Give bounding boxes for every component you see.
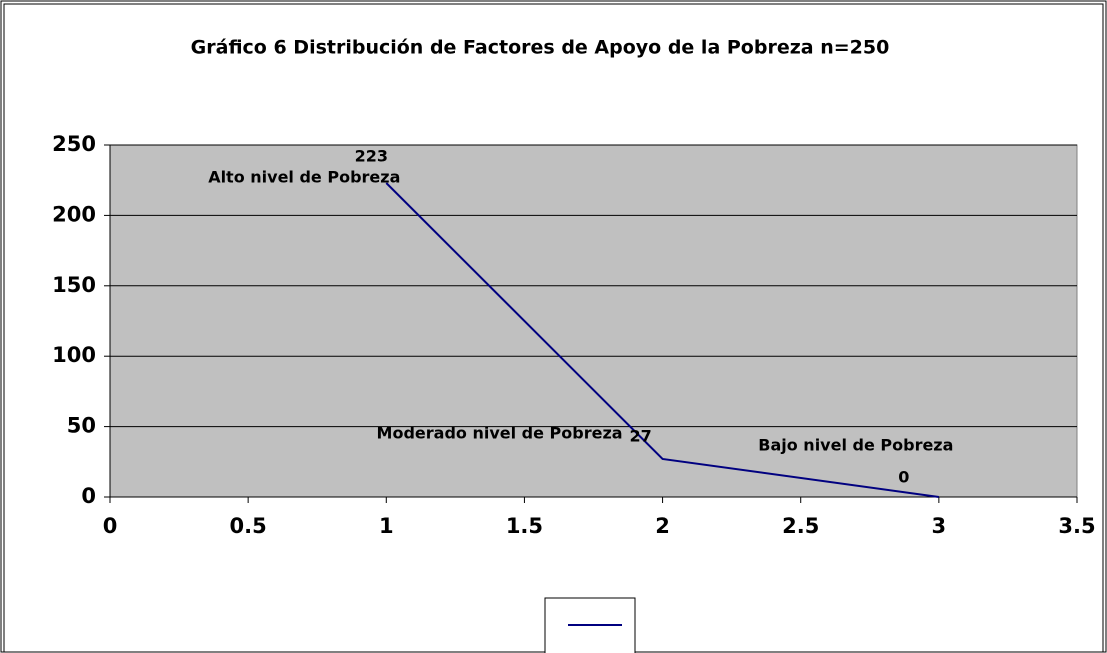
value-label: 223	[355, 147, 388, 166]
x-tick-label: 3	[932, 514, 947, 538]
point-label: Alto nivel de Pobreza	[208, 168, 400, 187]
y-tick-label: 0	[81, 484, 96, 508]
x-tick-label: 2	[655, 514, 670, 538]
x-tick-label: 1.5	[506, 514, 543, 538]
y-tick-label: 100	[52, 343, 96, 367]
y-tick-label: 200	[52, 202, 96, 226]
x-tick-label: 0	[103, 514, 118, 538]
point-label: Moderado nivel de Pobreza	[377, 423, 623, 442]
value-label: 0	[898, 468, 909, 487]
chart-title: Gráfico 6 Distribución de Factores de Ap…	[191, 37, 890, 59]
x-tick-label: 2.5	[782, 514, 819, 538]
y-tick-label: 50	[67, 414, 96, 438]
value-label: 27	[629, 426, 651, 445]
y-tick-label: 150	[52, 273, 96, 297]
plot-area	[109, 144, 1078, 498]
x-tick-label: 3.5	[1058, 514, 1095, 538]
x-tick-label: 0.5	[230, 514, 267, 538]
point-label: Bajo nivel de Pobreza	[758, 436, 953, 455]
x-tick-label: 1	[379, 514, 394, 538]
y-tick-label: 250	[52, 132, 96, 156]
series-line	[385, 182, 939, 498]
